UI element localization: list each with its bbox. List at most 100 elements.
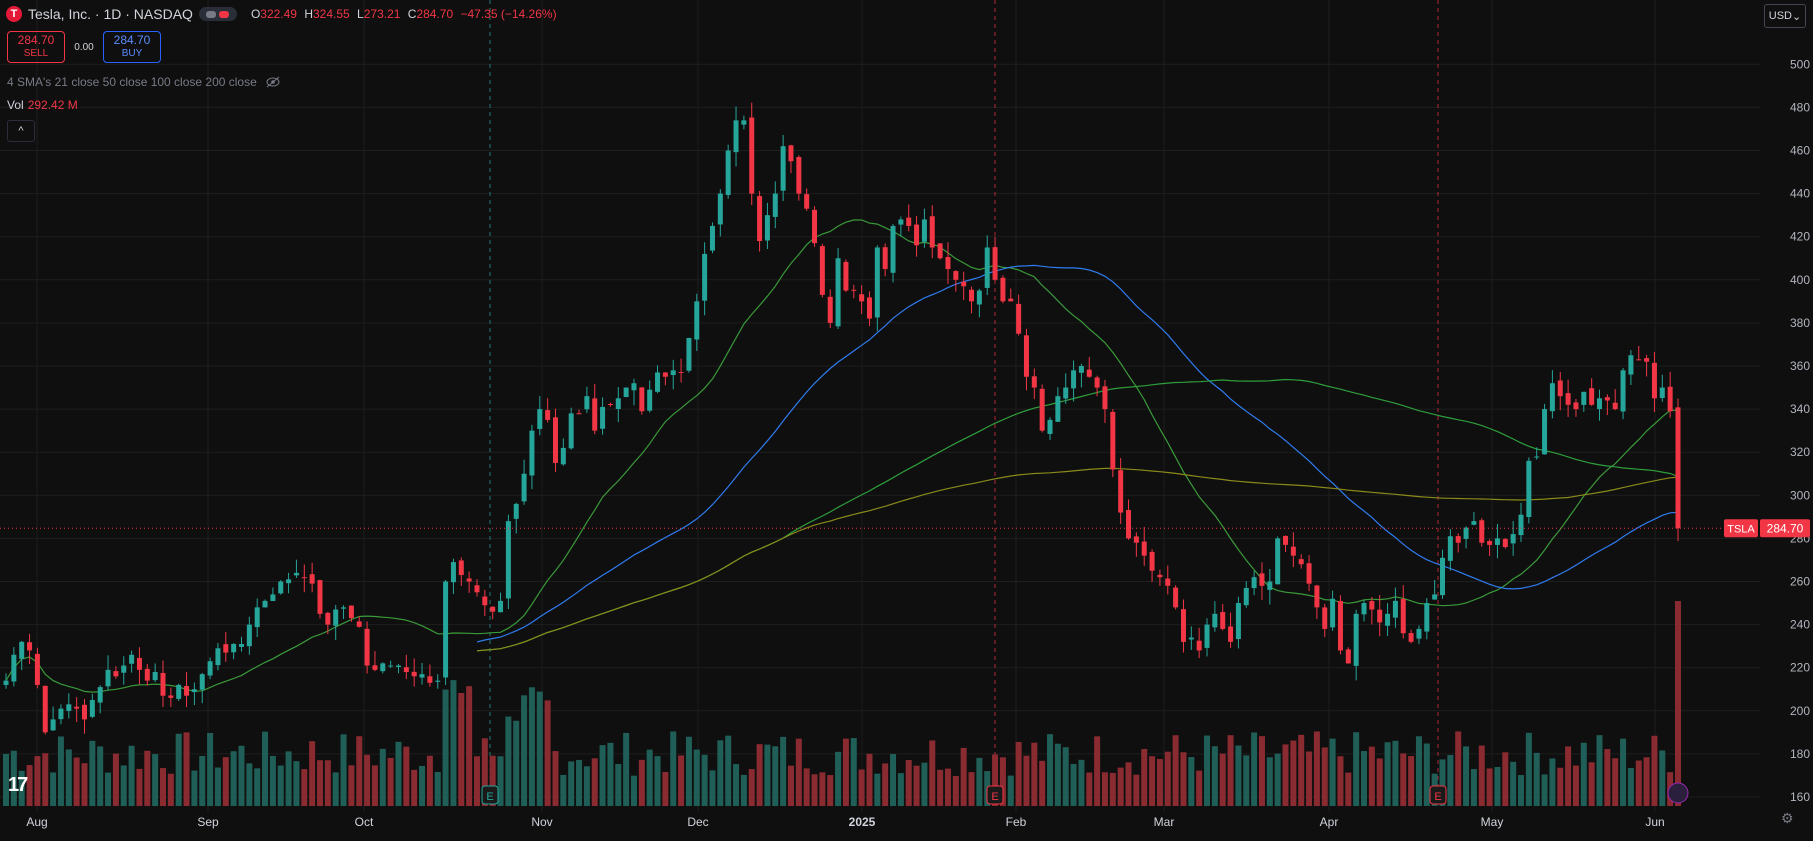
chevron-up-icon: ^ — [18, 125, 24, 137]
volume-bar — [1557, 767, 1564, 806]
volume-bar — [1266, 757, 1273, 806]
symbol-title[interactable]: Tesla, Inc. · 1D · NASDAQ — [28, 6, 193, 22]
candle-body — [670, 370, 676, 376]
candle-body — [1126, 509, 1132, 539]
candle-body — [395, 665, 401, 668]
candle-body — [1267, 581, 1273, 590]
volume-bar — [426, 755, 433, 806]
volume-bar — [73, 757, 80, 806]
x-tick-label: Jun — [1645, 815, 1664, 829]
candle-body — [1078, 366, 1084, 373]
y-tick-label: 240 — [1790, 618, 1810, 632]
volume-bar — [1109, 772, 1116, 806]
volume-bar — [780, 736, 787, 806]
volume-bar — [1541, 774, 1548, 806]
volume-bar — [1415, 736, 1422, 806]
volume-bar — [866, 753, 873, 806]
candle-body — [199, 674, 205, 690]
volume-bar — [50, 772, 57, 806]
volume-bar — [481, 738, 488, 806]
volume-bar — [921, 762, 928, 806]
earnings-badge — [986, 785, 1004, 805]
volume-bar — [1313, 731, 1320, 806]
candle-body — [1283, 535, 1289, 545]
candle-body — [866, 297, 872, 319]
candle-body — [1141, 541, 1147, 556]
buy-button[interactable]: 284.70 BUY — [103, 31, 161, 63]
volume-bar — [1321, 747, 1328, 806]
candle-body — [458, 560, 464, 576]
volume-bar — [57, 736, 64, 806]
tradingview-logo: 17 — [8, 774, 28, 796]
candle-body — [1353, 613, 1359, 666]
volume-bar — [623, 732, 630, 806]
sma-legend[interactable]: 4 SMA's 21 close 50 close 100 close 200 … — [7, 75, 281, 89]
candle-body — [694, 301, 700, 340]
volume-legend[interactable]: Vol 292.42 M — [7, 98, 78, 112]
volume-bar — [277, 765, 284, 806]
candle-body — [702, 253, 708, 301]
currency-select[interactable]: USD ⌄ — [1764, 4, 1806, 28]
gear-icon[interactable]: ⚙ — [1781, 810, 1794, 826]
candle-body — [1016, 303, 1022, 334]
candle-body — [1510, 534, 1516, 544]
eye-hidden-icon[interactable] — [265, 76, 281, 88]
candle-body — [780, 146, 786, 191]
volume-bar — [842, 738, 849, 806]
volume-bar — [693, 749, 700, 806]
volume-bar — [1149, 756, 1156, 806]
volume-bar — [356, 736, 363, 806]
change-value: −47.35 (−14.26%) — [460, 7, 557, 21]
collapse-legend-button[interactable]: ^ — [7, 120, 35, 142]
candle-body — [733, 120, 739, 153]
volume-bar — [1196, 770, 1203, 806]
volume-bar — [489, 755, 496, 806]
candle-body — [804, 194, 810, 209]
volume-bar — [772, 746, 779, 806]
candle-body — [1071, 370, 1077, 389]
volume-bar — [1384, 742, 1391, 806]
candle-body — [969, 289, 975, 302]
volume-bar — [1651, 735, 1658, 806]
market-status-pill[interactable] — [198, 7, 237, 21]
volume-bar — [709, 770, 716, 806]
candle-body — [270, 594, 276, 602]
candle-body — [914, 224, 920, 246]
volume-bar — [144, 750, 151, 806]
candle-body — [639, 387, 645, 412]
sell-button[interactable]: 284.70 SELL — [7, 31, 65, 63]
candle-body — [27, 642, 33, 651]
volume-bar — [583, 766, 590, 806]
candle-body — [921, 219, 927, 242]
volume-bar — [450, 680, 457, 806]
candle-body — [223, 644, 229, 653]
volume-bar — [34, 756, 41, 806]
volume-bar — [591, 758, 598, 806]
y-tick-label: 360 — [1790, 359, 1810, 373]
candle-body — [3, 680, 9, 685]
candle-body — [678, 372, 684, 374]
candle-body — [254, 607, 260, 628]
candle-body — [1667, 386, 1673, 412]
x-tick-label: Oct — [355, 815, 374, 829]
candle-body — [482, 596, 488, 606]
candle-body — [576, 413, 582, 415]
candle-body — [293, 572, 299, 576]
volume-bar — [1368, 746, 1375, 806]
volume-bar — [136, 768, 143, 806]
candle-body — [1165, 578, 1171, 586]
candle-body — [419, 674, 425, 678]
volume-bar — [1643, 757, 1650, 806]
candle-body — [1471, 521, 1477, 525]
candle-body — [851, 289, 857, 291]
candle-body — [176, 684, 182, 699]
volume-bar — [1101, 772, 1108, 806]
candle-body — [1416, 628, 1422, 639]
candle-body — [898, 219, 904, 225]
volume-bar — [1565, 746, 1572, 806]
volume-bar — [97, 746, 104, 806]
candle-body — [168, 695, 174, 698]
volume-bar — [1007, 775, 1014, 806]
candle-body — [403, 667, 409, 673]
